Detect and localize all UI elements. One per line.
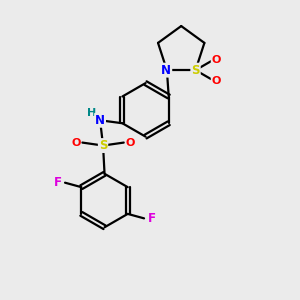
Text: F: F: [54, 176, 61, 189]
Text: N: N: [161, 64, 171, 76]
Text: S: S: [191, 64, 200, 76]
Text: H: H: [87, 108, 96, 118]
Text: O: O: [212, 55, 221, 65]
Text: N: N: [95, 114, 105, 127]
Text: O: O: [71, 138, 80, 148]
Text: S: S: [99, 139, 107, 152]
Text: O: O: [212, 76, 221, 85]
Text: F: F: [148, 212, 155, 225]
Text: O: O: [126, 138, 135, 148]
